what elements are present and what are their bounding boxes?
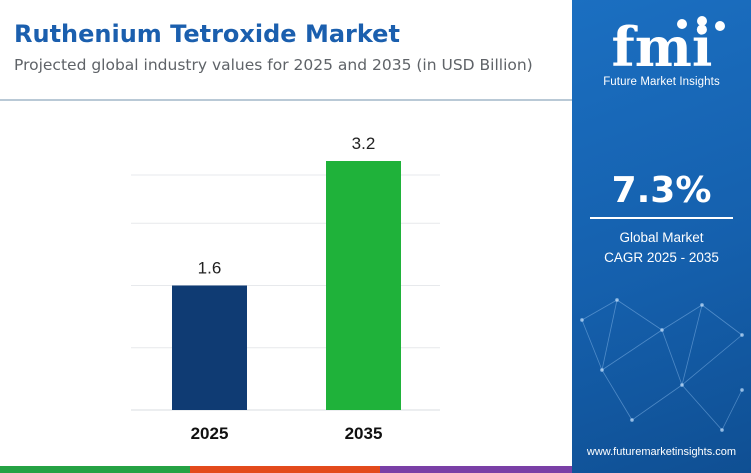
network-pattern-icon xyxy=(579,297,744,432)
strip-segment-green xyxy=(0,466,190,473)
data-label-2035: 3.2 xyxy=(352,134,376,153)
bar-chart: 1.6 2025 3.2 2035 xyxy=(131,134,440,443)
cagr-label-line2: CAGR 2025 - 2035 xyxy=(604,250,719,265)
data-label-2025: 1.6 xyxy=(198,259,222,278)
strip-segment-orange xyxy=(190,466,380,473)
x-tick-label-2035: 2035 xyxy=(345,424,383,443)
chart-bars xyxy=(172,161,401,410)
brand-name: Future Market Insights xyxy=(603,76,720,88)
page-subtitle: Projected global industry values for 202… xyxy=(14,56,533,74)
bottom-color-strip xyxy=(0,466,572,473)
strip-segment-purple xyxy=(380,466,572,473)
chart-panel: Ruthenium Tetroxide Market Projected glo… xyxy=(0,20,572,473)
bar-2035 xyxy=(326,161,401,410)
cagr-label-line1: Global Market xyxy=(619,230,704,245)
cagr-divider xyxy=(590,217,733,219)
page-title: Ruthenium Tetroxide Market xyxy=(14,20,400,48)
brand-logo-text: fmi xyxy=(612,15,713,74)
bar-2025 xyxy=(172,285,247,410)
chart-labels: 1.6 2025 3.2 2035 xyxy=(191,134,383,443)
fmi-logo-icon: fmi xyxy=(612,15,725,74)
x-tick-label-2025: 2025 xyxy=(191,424,229,443)
sidebar: fmi Future Market Insights 7.3% Global M… xyxy=(572,0,751,473)
header-divider xyxy=(0,99,572,101)
cagr-value: 7.3% xyxy=(611,170,712,211)
website-link[interactable]: www.futuremarketinsights.com xyxy=(586,446,737,458)
